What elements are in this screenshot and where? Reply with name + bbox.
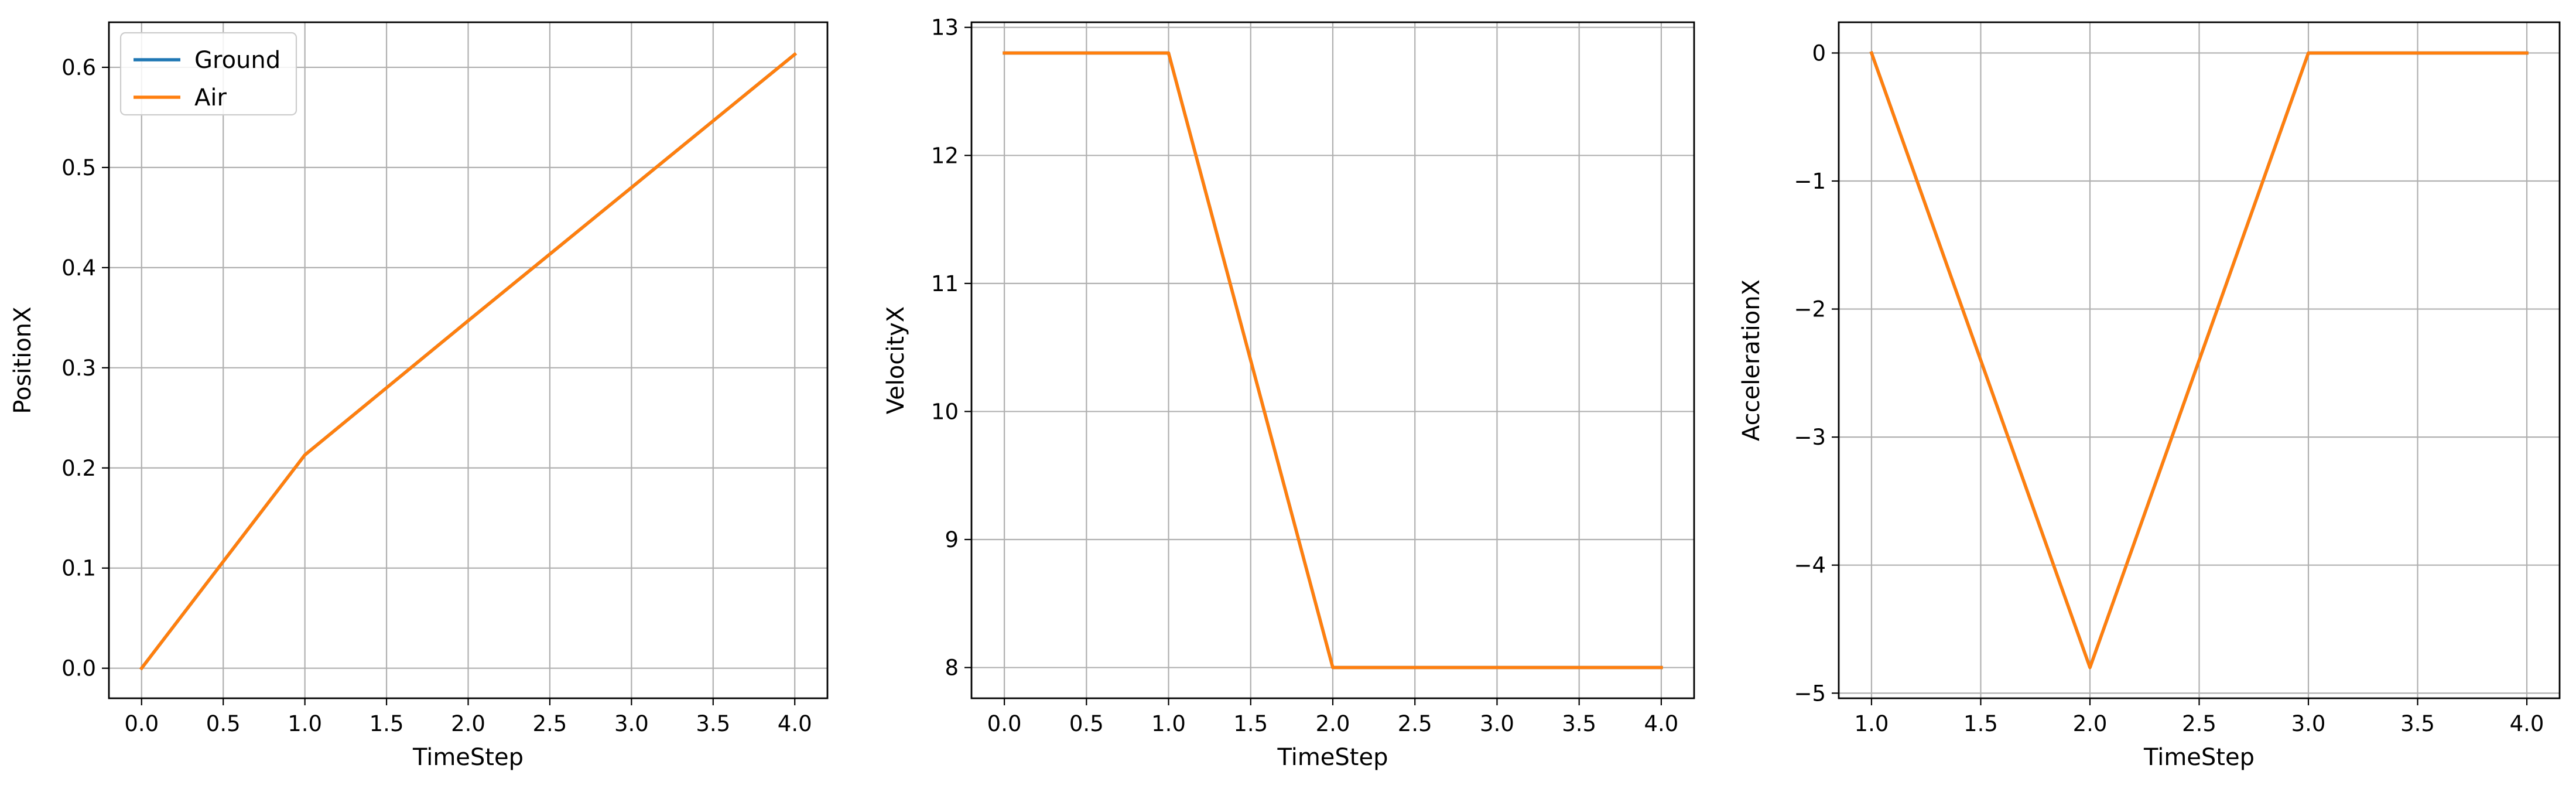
x-tick-label: 2.5: [533, 711, 567, 736]
legend-label-ground: Ground: [194, 47, 280, 74]
x-tick-label: 0.0: [124, 711, 159, 736]
x-tick-label: 0.0: [987, 711, 1022, 736]
x-tick-label: 2.5: [1398, 711, 1432, 736]
x-tick-label: 4.0: [1644, 711, 1678, 736]
x-tick-label: 1.5: [370, 711, 404, 736]
x-tick-label: 3.5: [696, 711, 730, 736]
x-tick-label: 4.0: [778, 711, 812, 736]
x-axis-label: TimeStep: [2143, 744, 2255, 771]
x-tick-label: 3.0: [2291, 711, 2326, 736]
x-tick-label: 1.0: [288, 711, 322, 736]
x-axis-label: TimeStep: [412, 744, 524, 771]
x-tick-label: 1.0: [1855, 711, 1889, 736]
y-tick-label: 8: [945, 656, 959, 681]
x-tick-label: 3.0: [1480, 711, 1514, 736]
y-axis-label: PositionX: [9, 306, 36, 414]
charts-layer: 0.0 0.5 1.0 1.5 2.0 2.5 3.0 3.5 4.0 0.0 0.1 0.2 0.3 0…: [9, 15, 2561, 771]
y-tick-label: 0.4: [61, 255, 96, 281]
subplot-2: 0.0 0.5 1.0 1.5 2.0 2.5 3.0 3.5 4.0 8 9 10 11 12 13 Tim…: [882, 15, 1695, 771]
subplot-3: 1.0 1.5 2.0 2.5 3.0 3.5 4.0 −5 −4 −3 −2 −1 0 TimeStep…: [1738, 21, 2561, 771]
x-tick-label: 3.5: [1562, 711, 1596, 736]
y-tick-label: −4: [1794, 553, 1826, 578]
x-tick-label: 2.0: [1316, 711, 1350, 736]
y-tick-label: −3: [1794, 425, 1826, 450]
legend-box: [119, 32, 297, 116]
y-axis-label: AccelerationX: [1738, 279, 1765, 441]
x-tick-label: 3.5: [2400, 711, 2435, 736]
y-tick-label: 0: [1812, 40, 1826, 66]
series-line-air: [1869, 50, 2529, 670]
series-line-air: [1003, 51, 1663, 670]
y-tick-label: 13: [931, 15, 959, 40]
y-tick-label: 0.5: [61, 155, 96, 180]
x-axis-label: TimeStep: [1277, 744, 1388, 771]
x-tick-label: 1.5: [1233, 711, 1268, 736]
x-tick-label: 2.5: [2182, 711, 2216, 736]
legend: Ground Air: [119, 32, 297, 116]
y-tick-label: 0.2: [61, 456, 96, 481]
y-tick-label: 9: [945, 527, 959, 552]
y-tick-label: 12: [931, 143, 959, 168]
x-tick-label: 1.0: [1151, 711, 1186, 736]
series-line-air: [139, 52, 798, 671]
y-tick-label: 0.0: [61, 656, 96, 681]
x-tick-label: 4.0: [2510, 711, 2544, 736]
x-tick-label: 1.5: [1963, 711, 1998, 736]
x-tick-label: 3.0: [614, 711, 649, 736]
x-tick-label: 2.0: [2073, 711, 2108, 736]
y-tick-label: 0.1: [61, 556, 96, 581]
x-tick-label: 0.5: [1069, 711, 1104, 736]
y-tick-label: 11: [931, 271, 959, 296]
x-tick-label: 0.5: [206, 711, 241, 736]
subplot-1: 0.0 0.5 1.0 1.5 2.0 2.5 3.0 3.5 4.0 0.0 0.1 0.2 0.3 0…: [9, 21, 829, 771]
y-axis-label: VelocityX: [882, 306, 909, 414]
y-tick-label: −1: [1794, 169, 1826, 194]
y-tick-label: 0.3: [61, 356, 96, 381]
y-tick-label: 0.6: [61, 55, 96, 80]
y-tick-label: −2: [1794, 297, 1826, 322]
y-tick-label: −5: [1794, 681, 1826, 706]
legend-label-air: Air: [194, 84, 227, 111]
y-tick-label: 10: [931, 399, 959, 424]
x-tick-label: 2.0: [451, 711, 485, 736]
